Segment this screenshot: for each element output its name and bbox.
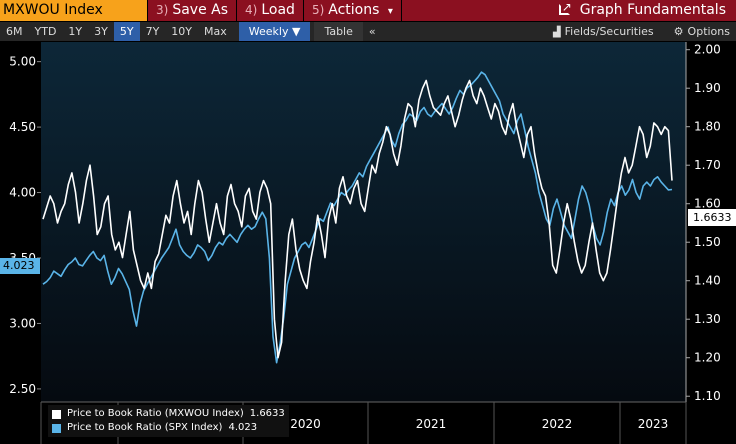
left-axis-tick-label: 4.00 (9, 186, 36, 200)
chart-legend: Price to Book Ratio (MXWOU Index) 1.6633… (48, 405, 289, 437)
period-ytd[interactable]: YTD (34, 25, 57, 38)
mxwou-series-line (42, 79, 673, 359)
chart-toolbar: 6M YTD 1Y 3Y 5Y 7Y 10Y Max Weekly ▼ Tabl… (0, 22, 736, 41)
fields-securities-button[interactable]: ▟ Fields/Securities (547, 22, 668, 41)
series-lines (42, 71, 673, 364)
spx-last-value-badge: 4.023 (0, 258, 40, 274)
period-6m[interactable]: 6M (6, 25, 23, 38)
right-axis-tick-label: 1.90 (694, 81, 721, 95)
frequency-dropdown[interactable]: Weekly ▼ (238, 22, 311, 41)
legend-swatch-white (52, 409, 61, 419)
legend-item-spx: Price to Book Ratio (SPX Index) 4.023 (52, 421, 285, 435)
save-as-button[interactable]: 3) Save As (147, 0, 236, 21)
right-axis-tick-label: 2.00 (694, 43, 721, 57)
left-axis-tick-label: 2.50 (9, 382, 36, 396)
legend-value-mxwou: 1.6633 (249, 408, 285, 419)
x-axis-year-label: 2023 (638, 417, 669, 431)
period-7y[interactable]: 7Y (145, 25, 160, 38)
right-axis-tick-label: 1.40 (694, 274, 721, 288)
table-button[interactable]: Table (314, 22, 363, 41)
legend-item-mxwou: Price to Book Ratio (MXWOU Index) 1.6633 (52, 407, 285, 421)
external-link-icon (558, 0, 572, 18)
x-axis-year-label: 2020 (290, 417, 321, 431)
graph-fundamentals-button[interactable]: Graph Fundamentals (551, 0, 736, 21)
right-axis-tick-label: 1.70 (694, 158, 721, 172)
bar-chart-icon: ▟ (552, 27, 561, 38)
fields-securities-label: Fields/Securities (564, 25, 654, 38)
right-axis-tick-label: 1.50 (694, 235, 721, 249)
command-bar: MXWOU Index 3) Save As 4) Load 5) Actions ▾… (0, 0, 736, 21)
right-axis-tick-label: 1.20 (694, 351, 721, 365)
chevron-down-icon: ▾ (387, 6, 393, 17)
right-axis-tick-label: 1.30 (694, 312, 721, 326)
save-as-label: Save As (172, 2, 229, 18)
period-max[interactable]: Max (204, 25, 227, 38)
options-button[interactable]: ⚙ Options (668, 22, 736, 41)
period-3y[interactable]: 3Y (94, 25, 108, 38)
right-axis-tick-label: 1.10 (694, 389, 721, 403)
options-label: Options (687, 25, 730, 38)
left-axis-tick-label: 3.00 (9, 316, 36, 330)
period-1y[interactable]: 1Y (68, 25, 83, 38)
axes: 2.503.003.504.004.505.001.101.201.301.40… (9, 42, 721, 444)
left-axis-tick-label: 4.50 (9, 120, 36, 134)
legend-value-spx: 4.023 (228, 422, 258, 433)
period-10y[interactable]: 10Y (171, 25, 193, 38)
gear-icon: ⚙ (673, 25, 684, 38)
save-as-shortcut: 3) (156, 3, 169, 17)
load-label: Load (261, 2, 295, 18)
period-5y[interactable]: 5Y (113, 22, 140, 41)
spx-series-line (42, 71, 673, 364)
actions-label: Actions (328, 2, 380, 18)
collapse-button[interactable]: « (368, 25, 376, 38)
security-ticker[interactable]: MXWOU Index (0, 0, 147, 21)
mxwou-last-value-badge: 1.6633 (688, 209, 736, 226)
legend-swatch-blue (52, 423, 61, 433)
actions-shortcut: 5) (311, 3, 325, 17)
right-axis-tick-label: 1.60 (694, 197, 721, 211)
graph-fundamentals-label: Graph Fundamentals (579, 2, 726, 18)
right-axis-tick-label: 1.80 (694, 120, 721, 134)
x-axis-year-label: 2022 (542, 417, 573, 431)
price-to-book-chart[interactable]: 2.503.003.504.004.505.001.101.201.301.40… (0, 42, 736, 444)
left-axis-tick-label: 5.00 (9, 55, 36, 69)
legend-label-spx: Price to Book Ratio (SPX Index) (67, 422, 223, 433)
legend-label-mxwou: Price to Book Ratio (MXWOU Index) (67, 408, 244, 419)
plot-area (41, 42, 686, 402)
chart-area[interactable]: 2.503.003.504.004.505.001.101.201.301.40… (0, 42, 736, 444)
x-axis-year-label: 2021 (416, 417, 447, 431)
load-shortcut: 4) (245, 3, 258, 17)
load-button[interactable]: 4) Load (236, 0, 303, 21)
actions-menu-button[interactable]: 5) Actions ▾ (302, 0, 402, 21)
